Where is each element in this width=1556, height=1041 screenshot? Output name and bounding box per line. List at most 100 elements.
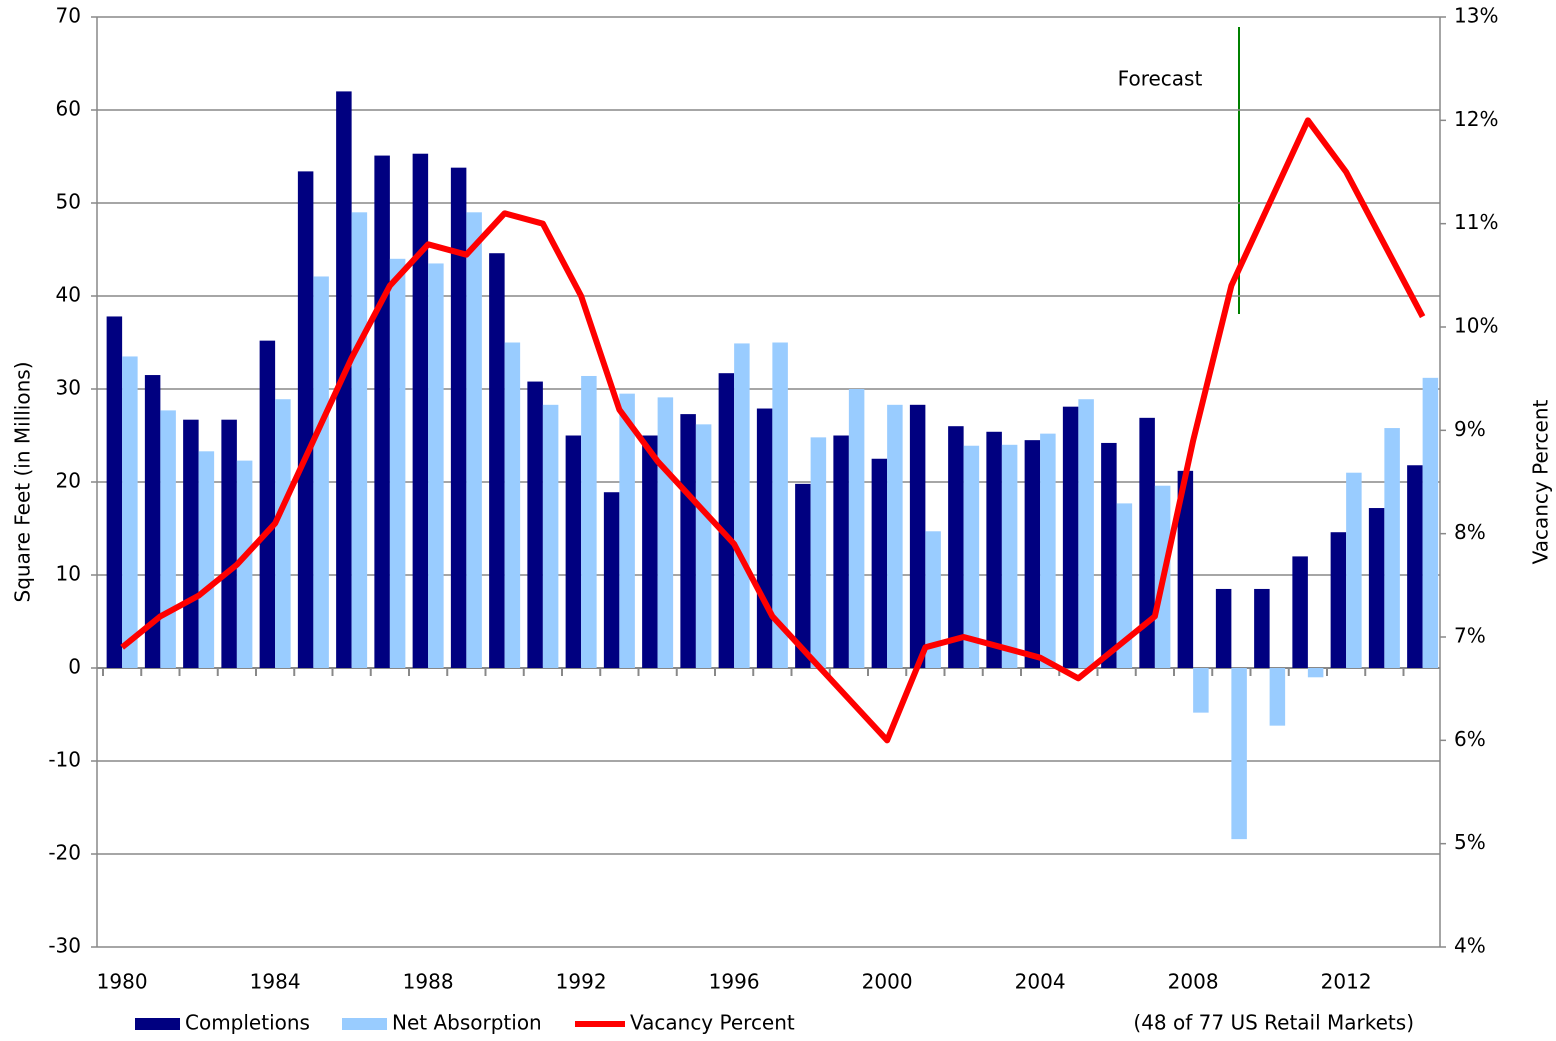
bar (313, 276, 329, 668)
bar (351, 212, 368, 669)
y-tick-label: -20 (48, 841, 81, 865)
bar (909, 404, 926, 668)
y-tick-label: 50 (56, 190, 81, 214)
bar (695, 424, 712, 668)
x-tick-label: 1996 (709, 970, 760, 994)
bar (160, 410, 176, 668)
x-tick-label: 2004 (1015, 970, 1066, 994)
bar (581, 375, 597, 668)
bar (1078, 399, 1094, 668)
bar (1330, 532, 1347, 668)
y2-tick-label: 5% (1454, 830, 1486, 854)
y-tick-label: 20 (56, 469, 81, 493)
bar (1368, 508, 1385, 668)
y2-tick-label: 10% (1454, 314, 1498, 338)
bar (948, 426, 964, 668)
y2-tick-label: 4% (1454, 934, 1486, 958)
x-tick-label: 1992 (556, 970, 607, 994)
y-tick-label: 10 (56, 562, 81, 586)
x-tick-label: 1980 (97, 970, 148, 994)
x-tick-label: 2008 (1168, 970, 1219, 994)
bar (198, 451, 215, 668)
bar (122, 356, 138, 668)
bar (565, 435, 582, 668)
bar (489, 253, 505, 668)
bar (986, 431, 1002, 668)
bar (1001, 444, 1018, 668)
x-tick-label: 2000 (862, 970, 913, 994)
y2-tick-label: 12% (1454, 107, 1498, 131)
bar (259, 340, 276, 668)
bar (236, 460, 253, 668)
bar (504, 342, 521, 668)
bar (374, 155, 390, 668)
y-tick-label: 70 (56, 4, 81, 28)
bar (1101, 442, 1117, 668)
y-tick-label: -30 (48, 934, 81, 958)
bar (718, 373, 735, 668)
bar (1254, 588, 1270, 668)
bar (1024, 440, 1041, 668)
y2-axis-title: Vacancy Percent (1529, 399, 1553, 564)
legend-swatch (135, 1018, 180, 1030)
y2-tick-label: 8% (1454, 520, 1486, 544)
bar (1040, 433, 1056, 668)
bar (1384, 428, 1400, 668)
bar (1407, 465, 1423, 668)
y-tick-label: 0 (68, 655, 81, 679)
y2-tick-label: 13% (1454, 4, 1498, 28)
bar (297, 171, 314, 668)
forecast-label: Forecast (1118, 67, 1203, 91)
legend-label: Completions (185, 1011, 310, 1035)
bar (657, 397, 674, 668)
legend-label: Vacancy Percent (630, 1011, 795, 1035)
bar (1307, 668, 1324, 678)
bar (963, 445, 980, 668)
bar (106, 316, 123, 668)
bar (795, 483, 811, 668)
legend-swatch (342, 1018, 387, 1030)
bar (1215, 588, 1232, 668)
bar (466, 212, 482, 669)
y2-tick-label: 7% (1454, 624, 1486, 648)
y2-tick-label: 9% (1454, 417, 1486, 441)
bar (450, 167, 467, 668)
bar (756, 408, 773, 668)
y-tick-label: 30 (56, 376, 81, 400)
y2-tick-label: 11% (1454, 210, 1498, 234)
bar (1139, 417, 1155, 668)
line (120, 117, 1426, 744)
bar (619, 393, 635, 668)
bar (1346, 472, 1362, 668)
bar (680, 414, 696, 668)
bar (527, 381, 543, 668)
bar (144, 375, 161, 668)
y-tick-label: 60 (56, 97, 81, 121)
bar (1269, 668, 1286, 726)
bar (389, 258, 406, 668)
bar (275, 399, 291, 668)
bar (1177, 470, 1194, 668)
bar (1422, 377, 1439, 668)
y-tick-label: 40 (56, 283, 81, 307)
legend-label: Net Absorption (392, 1011, 542, 1035)
y2-tick-label: 6% (1454, 727, 1486, 751)
bar (810, 437, 827, 668)
bar (1193, 668, 1209, 713)
bar (428, 263, 444, 668)
bar (412, 153, 429, 668)
bar (1062, 406, 1079, 668)
x-tick-label: 2012 (1321, 970, 1372, 994)
bar (734, 343, 750, 668)
bar (1231, 668, 1247, 840)
bar (772, 342, 788, 668)
x-tick-label: 1988 (403, 970, 454, 994)
note: (48 of 77 US Retail Markets) (1133, 1011, 1414, 1035)
bar (925, 531, 941, 668)
bar (887, 404, 903, 668)
bar (1116, 503, 1133, 668)
bar (542, 404, 559, 668)
bar (183, 419, 199, 668)
